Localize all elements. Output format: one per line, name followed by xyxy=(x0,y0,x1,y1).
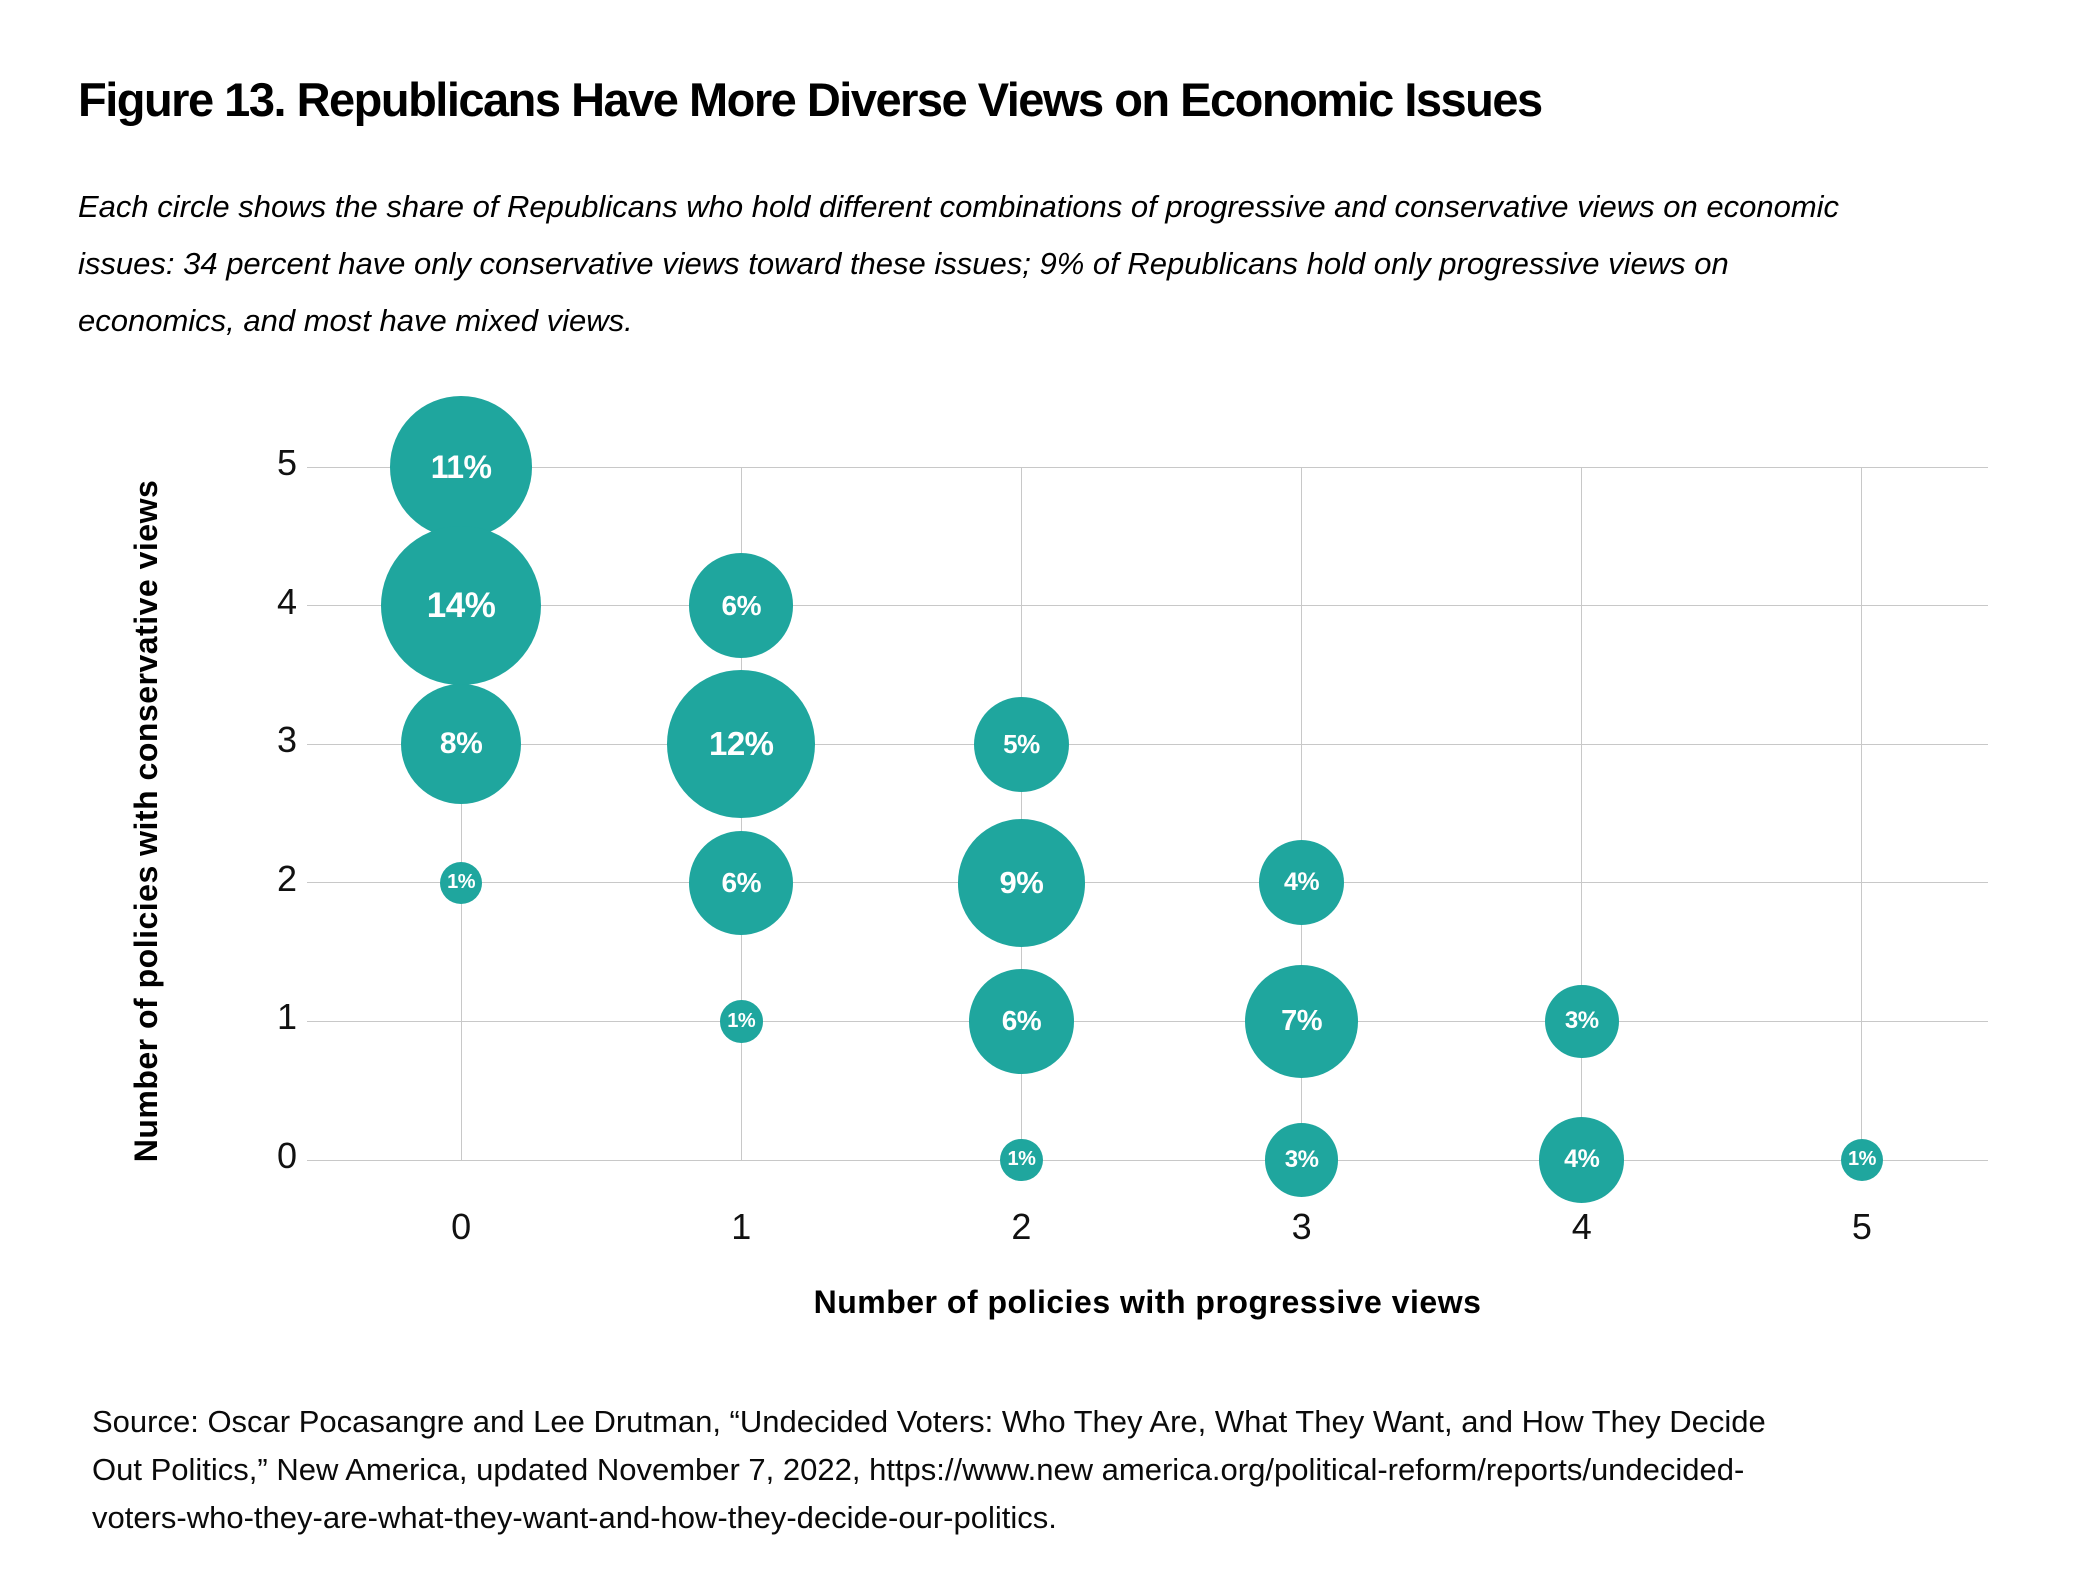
bubble-chart-plot-area: 11% 14% 8% 1% 6% 12% 6% 1% 5% 9% 6% 1% 4% 7% 3% 3% 4% 1% xyxy=(307,396,1988,1203)
bubble-2-1: 6% xyxy=(969,969,1074,1074)
x-tick-label: 2 xyxy=(1011,1206,1032,1247)
bubble-1-3: 12% xyxy=(667,670,816,818)
v-gridline xyxy=(460,467,462,1160)
h-gridline xyxy=(307,466,1988,468)
y-tick-label: 0 xyxy=(276,1135,297,1176)
x-axis-title: Number of policies with progressive view… xyxy=(813,1284,1482,1320)
bubble-2-0: 1% xyxy=(1000,1138,1043,1182)
bubble-1-1: 1% xyxy=(719,1000,763,1043)
bubble-3-1: 7% xyxy=(1245,965,1358,1078)
source-line: voters-who-they-are-what-they-want-and-h… xyxy=(92,1500,1057,1535)
v-gridline xyxy=(1020,467,1022,1160)
y-tick-label: 3 xyxy=(276,719,297,761)
y-tick-label: 4 xyxy=(276,580,297,622)
v-gridline xyxy=(1861,467,1863,1160)
bubble-2-3: 5% xyxy=(973,696,1070,792)
bubble-1-4: 6% xyxy=(689,553,794,658)
bubble-2-2: 9% xyxy=(957,818,1086,947)
figure-subtitle: Each circle shows the share of Republica… xyxy=(78,178,2058,349)
h-gridline xyxy=(307,882,1988,884)
x-tick-label: 0 xyxy=(451,1206,472,1247)
bubble-5-0: 1% xyxy=(1840,1138,1884,1182)
source-line: Out Politics,” New America, updated Nove… xyxy=(92,1452,1745,1487)
y-axis-title: Number of policies with conservative vie… xyxy=(128,479,164,1163)
x-tick-label: 4 xyxy=(1571,1206,1592,1247)
y-tick-label: 2 xyxy=(276,857,297,899)
y-tick-label: 1 xyxy=(276,996,297,1038)
h-gridline xyxy=(307,1020,1988,1022)
x-tick-label: 5 xyxy=(1851,1206,1872,1247)
y-tick-label: 5 xyxy=(276,442,297,483)
bubble-0-4: 14% xyxy=(381,525,541,686)
v-gridline xyxy=(1301,467,1303,1160)
bubble-4-0: 4% xyxy=(1539,1117,1625,1203)
source-line: Source: Oscar Pocasangre and Lee Drutman… xyxy=(92,1404,1766,1439)
bubble-0-5: 11% xyxy=(390,396,532,538)
v-gridline xyxy=(1581,467,1583,1160)
bubble-1-2: 6% xyxy=(689,830,794,935)
bubble-0-3: 8% xyxy=(400,683,522,805)
h-gridline xyxy=(307,605,1988,607)
bubble-0-2: 1% xyxy=(439,861,483,905)
figure-source: Source: Oscar Pocasangre and Lee Drutman… xyxy=(92,1398,2072,1542)
subtitle-line: Each circle shows the share of Republica… xyxy=(78,189,1840,224)
subtitle-line: economics, and most have mixed views. xyxy=(78,303,633,338)
figure-title: Figure 13. Republicans Have More Diverse… xyxy=(78,73,1543,126)
x-tick-label: 3 xyxy=(1291,1206,1312,1247)
h-gridline xyxy=(307,743,1988,745)
x-tick-label: 1 xyxy=(731,1206,752,1247)
h-gridline xyxy=(307,1159,1988,1161)
subtitle-line: issues: 34 percent have only conservativ… xyxy=(78,246,1729,281)
bubble-4-1: 3% xyxy=(1544,984,1619,1059)
bubble-3-0: 3% xyxy=(1264,1123,1339,1197)
bubble-3-2: 4% xyxy=(1258,840,1345,926)
